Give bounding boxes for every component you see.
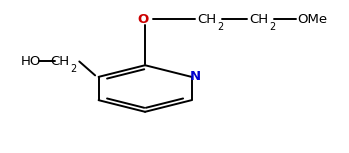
Text: CH: CH <box>197 13 216 26</box>
Text: O: O <box>138 13 149 26</box>
Text: 2: 2 <box>269 22 275 32</box>
Text: HO: HO <box>21 55 41 68</box>
Text: CH: CH <box>50 55 69 68</box>
Text: N: N <box>190 70 201 83</box>
Text: 2: 2 <box>217 22 223 32</box>
Text: OMe: OMe <box>297 13 327 26</box>
Text: 2: 2 <box>70 64 77 74</box>
Text: CH: CH <box>249 13 268 26</box>
